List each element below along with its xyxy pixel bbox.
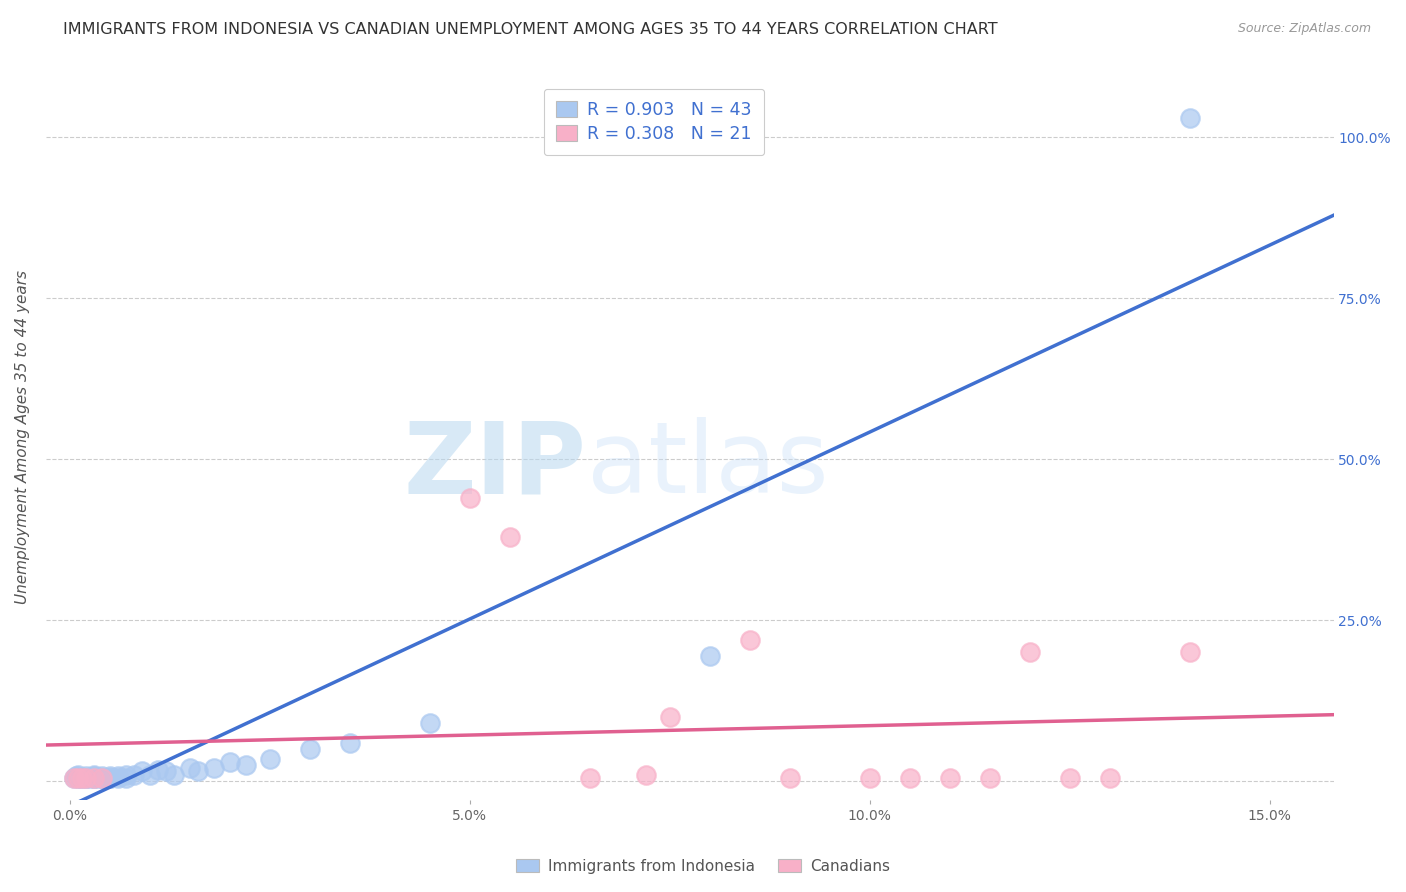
Point	[938, 771, 960, 785]
Point	[155, 764, 177, 779]
Point	[79, 771, 101, 785]
Point	[94, 771, 117, 785]
Point	[91, 771, 114, 785]
Point	[83, 771, 105, 785]
Text: ZIP: ZIP	[404, 417, 586, 515]
Point	[75, 769, 97, 783]
Point	[63, 771, 86, 785]
Point	[419, 716, 441, 731]
Text: Source: ZipAtlas.com: Source: ZipAtlas.com	[1237, 22, 1371, 36]
Point	[75, 771, 97, 785]
Point	[179, 761, 201, 775]
Point	[70, 771, 93, 785]
Point	[163, 767, 186, 781]
Point	[70, 771, 93, 785]
Point	[738, 632, 761, 647]
Point	[458, 491, 481, 505]
Point	[83, 767, 105, 781]
Point	[979, 771, 1001, 785]
Point	[107, 771, 129, 785]
Point	[115, 767, 138, 781]
Point	[75, 771, 97, 785]
Point	[139, 767, 162, 781]
Point	[1098, 771, 1121, 785]
Point	[98, 771, 121, 785]
Point	[83, 769, 105, 783]
Point	[699, 648, 721, 663]
Point	[1178, 111, 1201, 125]
Point	[1059, 771, 1081, 785]
Point	[187, 764, 209, 779]
Y-axis label: Unemployment Among Ages 35 to 44 years: Unemployment Among Ages 35 to 44 years	[15, 269, 30, 604]
Point	[63, 771, 86, 785]
Point	[98, 771, 121, 785]
Point	[1178, 645, 1201, 659]
Point	[339, 735, 361, 749]
Point	[202, 761, 225, 775]
Point	[298, 742, 321, 756]
Point	[83, 771, 105, 785]
Point	[859, 771, 882, 785]
Point	[499, 529, 522, 543]
Point	[658, 710, 681, 724]
Legend: R = 0.903   N = 43, R = 0.308   N = 21: R = 0.903 N = 43, R = 0.308 N = 21	[544, 89, 763, 155]
Point	[779, 771, 801, 785]
Point	[66, 767, 89, 781]
Point	[66, 771, 89, 785]
Point	[87, 771, 110, 785]
Point	[98, 769, 121, 783]
Point	[898, 771, 921, 785]
Point	[1018, 645, 1040, 659]
Point	[115, 771, 138, 785]
Point	[91, 771, 114, 785]
Point	[91, 771, 114, 785]
Point	[235, 758, 257, 772]
Point	[65, 769, 87, 783]
Point	[634, 767, 657, 781]
Point	[219, 755, 242, 769]
Legend: Immigrants from Indonesia, Canadians: Immigrants from Indonesia, Canadians	[510, 853, 896, 880]
Point	[122, 767, 145, 781]
Point	[259, 751, 281, 765]
Point	[578, 771, 600, 785]
Point	[91, 769, 114, 783]
Point	[131, 764, 153, 779]
Text: IMMIGRANTS FROM INDONESIA VS CANADIAN UNEMPLOYMENT AMONG AGES 35 TO 44 YEARS COR: IMMIGRANTS FROM INDONESIA VS CANADIAN UN…	[63, 22, 998, 37]
Point	[66, 771, 89, 785]
Point	[83, 771, 105, 785]
Point	[146, 763, 169, 777]
Text: atlas: atlas	[586, 417, 828, 515]
Point	[69, 771, 91, 785]
Point	[107, 769, 129, 783]
Point	[75, 771, 97, 785]
